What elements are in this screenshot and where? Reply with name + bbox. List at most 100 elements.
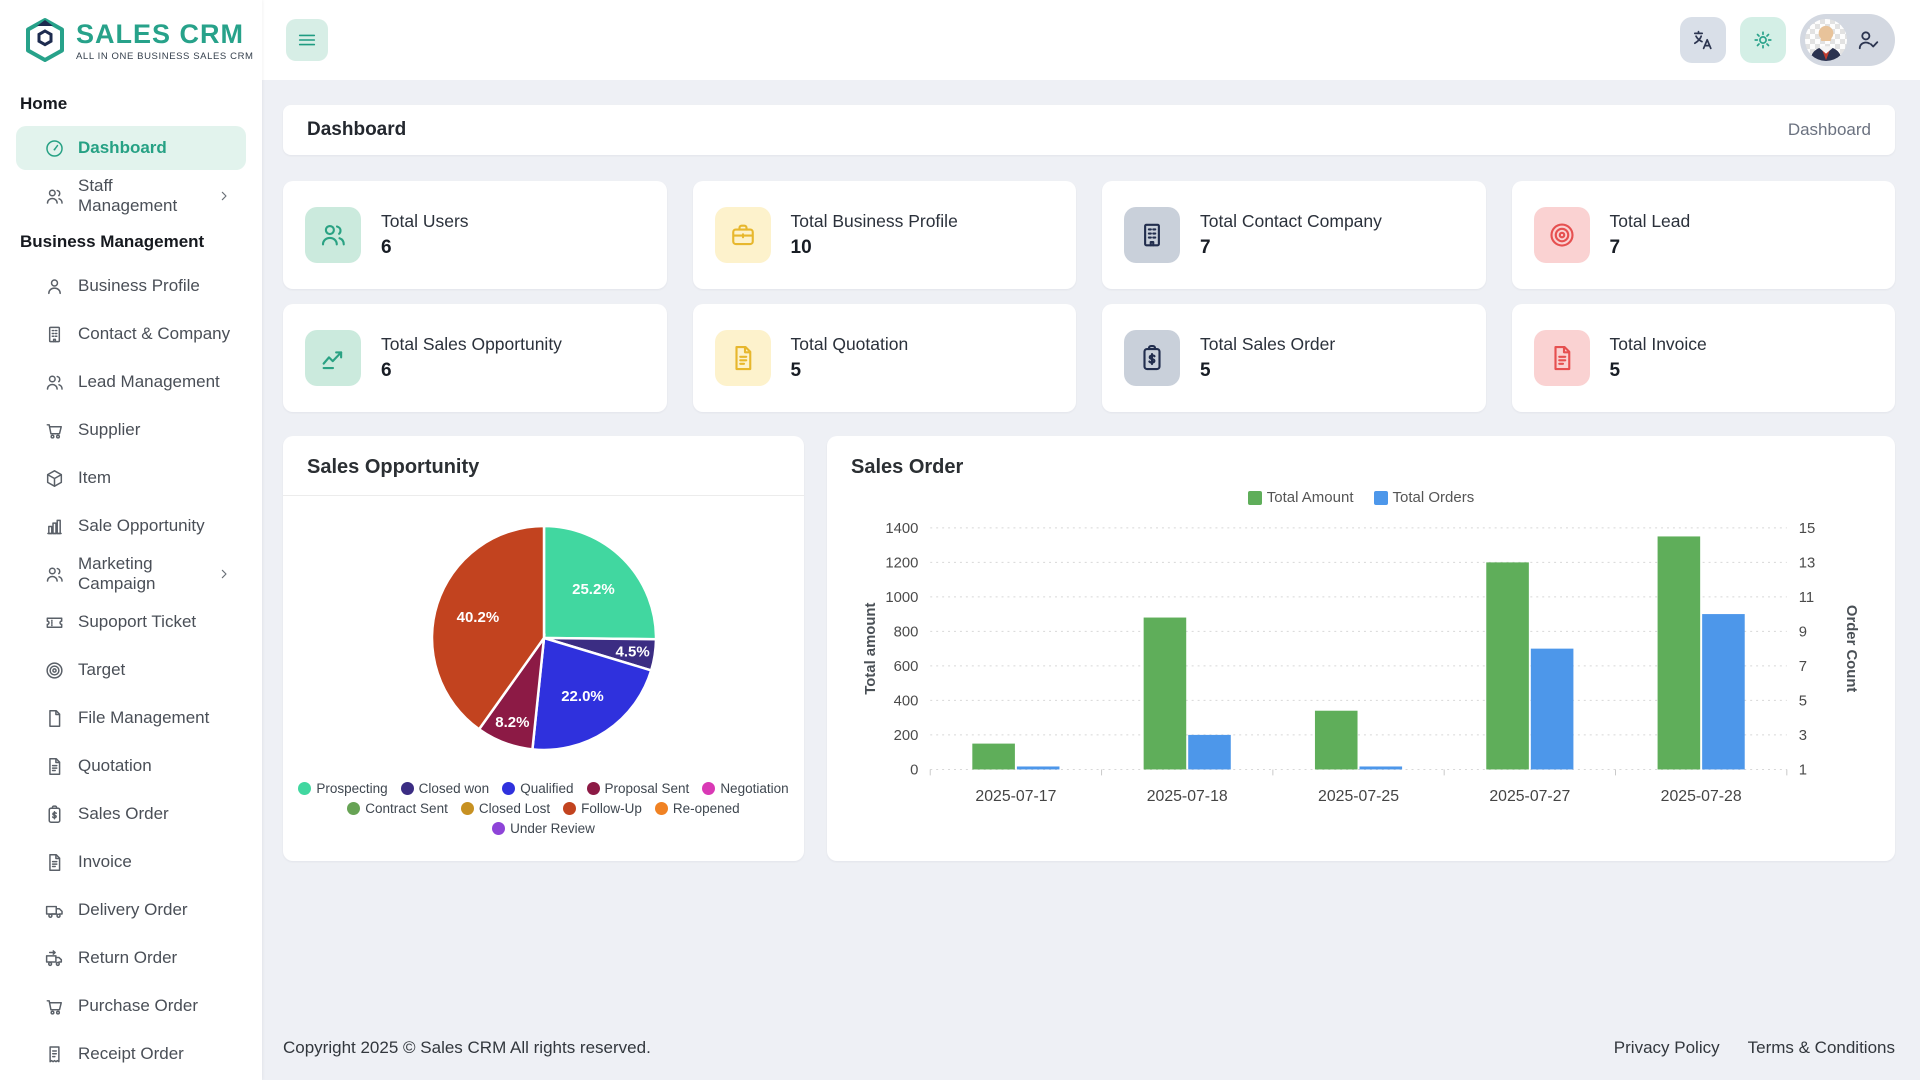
footer-link-privacy-policy[interactable]: Privacy Policy: [1613, 1038, 1720, 1057]
clipboard-dollar-icon: [44, 804, 65, 825]
legend-dot-icon: [298, 782, 312, 795]
sidebar-item-dashboard[interactable]: Dashboard: [16, 126, 246, 170]
legend-item-follow-up[interactable]: Follow-Up: [563, 801, 642, 816]
breadcrumb: Dashboard: [1787, 120, 1871, 139]
sidebar-item-file-management[interactable]: File Management: [16, 696, 246, 740]
stat-card-total-lead: Total Lead 7: [1511, 181, 1895, 289]
sidebar-item-label: Target: [78, 660, 126, 679]
pie-slice-prospecting[interactable]: [542, 524, 657, 641]
left-axis-tick: 200: [894, 728, 919, 744]
sidebar-item-contact-company[interactable]: Contact & Company: [16, 312, 246, 356]
legend-item-prospecting[interactable]: Prospecting: [298, 781, 388, 796]
pie-slice-follow-up[interactable]: [430, 524, 545, 732]
sidebar-item-quotation[interactable]: Quotation: [16, 744, 246, 788]
pie-slice-qualified[interactable]: [530, 636, 653, 752]
legend-item-closed-lost[interactable]: Closed Lost: [460, 801, 550, 816]
stat-label: Total Business Profile: [790, 211, 958, 231]
stat-value: 7: [1200, 237, 1211, 258]
legend-item-re-opened[interactable]: Re-opened: [654, 801, 740, 816]
sidebar-item-marketing-campaign[interactable]: Marketing Campaign: [16, 552, 246, 596]
legend-item-under-review[interactable]: Under Review: [492, 821, 595, 836]
sidebar-item-lead-management[interactable]: Lead Management: [16, 360, 246, 404]
right-axis-tick: 9: [1799, 624, 1807, 640]
legend-item-total-amount[interactable]: Total Amount: [1247, 489, 1354, 506]
sidebar-item-supoport-ticket[interactable]: Supoport Ticket: [16, 600, 246, 644]
bar-chart-icon: [44, 516, 65, 537]
sidebar-item-target[interactable]: Target: [16, 648, 246, 692]
legend-item-proposal-sent[interactable]: Proposal Sent: [586, 781, 689, 796]
stat-card-total-business-profile: Total Business Profile 10: [692, 181, 1076, 289]
bar-total-orders-2025-07-25[interactable]: [1359, 766, 1403, 770]
stat-value: 5: [1609, 360, 1621, 381]
x-axis-label: 2025-07-27: [1489, 788, 1570, 805]
right-axis-title: Order Count: [1843, 605, 1859, 692]
bar-total-orders-2025-07-18[interactable]: [1188, 734, 1231, 770]
sidebar-item-item[interactable]: Item: [16, 456, 246, 500]
bar-total-orders-2025-07-27[interactable]: [1530, 648, 1574, 770]
settings-button[interactable]: [1740, 17, 1786, 63]
sidebar-item-receipt-order[interactable]: Receipt Order: [16, 1032, 246, 1076]
footer-link-terms-conditions[interactable]: Terms & Conditions: [1747, 1038, 1895, 1057]
bar-total-amount-2025-07-25[interactable]: [1314, 710, 1358, 770]
sidebar-item-staff-management[interactable]: Staff Management: [16, 174, 246, 218]
sidebar-item-label: Quotation: [78, 756, 152, 775]
sidebar-item-purchase-order[interactable]: Purchase Order: [16, 984, 246, 1028]
target-icon: [44, 660, 65, 681]
pie-slice-label: 40.2%: [456, 609, 499, 626]
doc-lines-icon: [1533, 330, 1590, 386]
pie-chart-body: 25.2% 4.5% 22.0% 8.2% 40.2% Prospecting Close…: [283, 496, 804, 836]
nav-section-label-home: Home: [20, 94, 68, 113]
stat-label: Total Sales Order: [1200, 334, 1336, 354]
truck-icon: [44, 900, 65, 921]
user-menu[interactable]: [1800, 14, 1895, 66]
file-icon: [44, 708, 65, 729]
chevron-right-icon: [216, 188, 232, 204]
legend-label: Contract Sent: [365, 801, 448, 816]
sidebar-item-return-order[interactable]: Return Order: [16, 936, 246, 980]
legend-square-icon: [1247, 490, 1262, 505]
sidebar-item-sale-opportunity[interactable]: Sale Opportunity: [16, 504, 246, 548]
legend-item-total-orders[interactable]: Total Orders: [1373, 489, 1474, 506]
copyright-text: Copyright 2025 © Sales CRM All rights re…: [283, 1038, 651, 1057]
language-button[interactable]: [1680, 17, 1726, 63]
legend-item-qualified[interactable]: Qualified: [502, 781, 574, 796]
bar-total-amount-2025-07-27[interactable]: [1486, 562, 1529, 770]
topbar: [262, 0, 1920, 80]
sidebar-item-invoice[interactable]: Invoice: [16, 840, 246, 884]
pie-slice-label: 25.2%: [572, 581, 615, 598]
sidebar-item-delivery-order[interactable]: Delivery Order: [16, 888, 246, 932]
brand-logo[interactable]: SALES CRM ALL IN ONE BUSINESS SALES CRM: [0, 0, 262, 80]
sidebar-toggle-button[interactable]: [286, 19, 328, 61]
bar-total-amount-2025-07-18[interactable]: [1143, 617, 1187, 770]
legend-item-negotiation[interactable]: Negotiation: [702, 781, 789, 796]
bar-total-amount-2025-07-17[interactable]: [972, 743, 1015, 770]
sidebar-item-business-profile[interactable]: Business Profile: [16, 264, 246, 308]
bar-total-orders-2025-07-28[interactable]: [1702, 614, 1745, 770]
left-axis-tick: 0: [910, 762, 918, 778]
stat-value: 7: [1609, 237, 1621, 258]
legend-item-closed-won[interactable]: Closed won: [400, 781, 490, 796]
bar-total-amount-2025-07-28[interactable]: [1657, 536, 1701, 770]
legend-dot-icon: [702, 782, 716, 795]
stat-card-total-sales-order: Total Sales Order 5: [1102, 304, 1486, 412]
stat-label: Total Invoice: [1609, 334, 1707, 354]
legend-item-contract-sent[interactable]: Contract Sent: [347, 801, 448, 816]
sidebar-item-supplier[interactable]: Supplier: [16, 408, 246, 452]
sidebar-item-label: Business Profile: [78, 276, 200, 295]
sidebar-item-sales-order[interactable]: Sales Order: [16, 792, 246, 836]
legend-label: Closed won: [418, 781, 490, 796]
sidebar-item-label: Item: [78, 468, 112, 487]
pie-slice-label: 4.5%: [615, 644, 649, 661]
pie-card-header: Sales Opportunity: [283, 436, 804, 496]
sidebar-item-label: File Management: [78, 708, 210, 727]
bar-total-orders-2025-07-17[interactable]: [1016, 766, 1060, 770]
left-axis-tick: 600: [894, 659, 919, 675]
user-check-icon: [1855, 27, 1881, 53]
users-icon: [305, 207, 361, 263]
building-icon: [44, 324, 65, 345]
pie-slice-label: 22.0%: [561, 688, 604, 705]
pie-legend-row: Contract Sent Closed Lost Follow-Up Re-open…: [347, 801, 740, 816]
main-area: Dashboard Dashboard Total Users 6 Total Bu…: [262, 0, 1920, 1080]
legend-dot-icon: [586, 782, 600, 795]
